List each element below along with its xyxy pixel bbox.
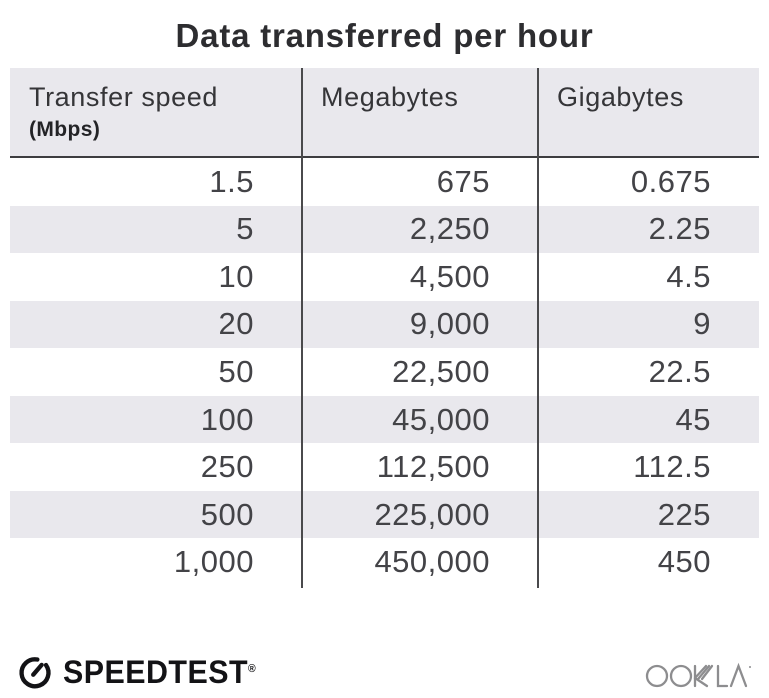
speed-cell: 100 <box>200 401 254 437</box>
ookla-wordmark-icon <box>645 662 751 688</box>
page-title: Data transferred per hour <box>175 17 594 54</box>
gigabytes-cell: 0.675 <box>630 163 711 199</box>
megabytes-cell: 225,000 <box>374 496 490 532</box>
speed-cell: 250 <box>200 449 254 485</box>
megabytes-cell: 22,500 <box>392 353 490 389</box>
header-transfer-speed-label: Transfer speed <box>29 82 218 112</box>
gigabytes-cell: 2.25 <box>648 211 711 247</box>
table-row: 10 4,500 4.5 <box>10 253 759 301</box>
table-row: 20 9,000 9 <box>10 300 759 349</box>
speed-cell: 5 <box>236 211 254 247</box>
speedtest-gauge-icon <box>19 657 51 689</box>
speed-cell: 1.5 <box>209 163 254 199</box>
gigabytes-cell: 112.5 <box>633 449 711 485</box>
megabytes-cell: 9,000 <box>409 306 490 342</box>
gigabytes-cell: 9 <box>693 306 711 342</box>
megabytes-cell: 675 <box>436 163 490 199</box>
speedtest-wordmark: SPEEDTEST® <box>63 653 257 690</box>
header-gigabytes: Gigabytes <box>557 82 684 112</box>
gigabytes-cell: 22.5 <box>648 353 711 389</box>
megabytes-cell: 45,000 <box>392 401 490 437</box>
table-row: 1,000 450,000 450 <box>10 538 759 586</box>
speedtest-logo: SPEEDTEST® <box>16 651 266 693</box>
registered-trademark-icon: ® <box>248 662 257 675</box>
table-row: 1.5 675 0.675 <box>10 158 759 206</box>
speed-cell: 500 <box>200 496 254 532</box>
table-row: 250 112,500 112.5 <box>10 443 759 491</box>
header-transfer-speed: Transfer speed (Mbps) <box>10 68 302 156</box>
table-row: 5 2,250 2.25 <box>10 205 759 254</box>
table-row: 100 45,000 45 <box>10 395 759 444</box>
megabytes-cell: 2,250 <box>409 211 490 247</box>
header-mbps-sublabel: (Mbps) <box>29 118 101 141</box>
table-row: 500 225,000 225 <box>10 490 759 539</box>
speed-cell: 10 <box>218 258 254 294</box>
gigabytes-cell: 4.5 <box>666 258 711 294</box>
speed-cell: 20 <box>218 306 254 342</box>
data-table: Transfer speed (Mbps) Megabytes Gigabyte… <box>10 68 759 588</box>
column-divider <box>537 68 539 588</box>
column-divider <box>301 68 303 588</box>
table-body: 1.5 675 0.675 5 2,250 2.25 10 4,500 4.5 … <box>10 158 759 586</box>
table-row: 50 22,500 22.5 <box>10 348 759 396</box>
speed-cell: 1,000 <box>173 544 254 580</box>
speed-cell: 50 <box>218 353 254 389</box>
gigabytes-cell: 45 <box>675 401 711 437</box>
gigabytes-cell: 225 <box>657 496 711 532</box>
megabytes-cell: 450,000 <box>374 544 490 580</box>
megabytes-cell: 112,500 <box>376 449 490 485</box>
megabytes-cell: 4,500 <box>409 258 490 294</box>
gigabytes-cell: 450 <box>657 544 711 580</box>
table-header-row: Transfer speed (Mbps) Megabytes Gigabyte… <box>10 68 759 158</box>
header-megabytes: Megabytes <box>321 82 459 112</box>
ookla-logo <box>645 661 757 694</box>
